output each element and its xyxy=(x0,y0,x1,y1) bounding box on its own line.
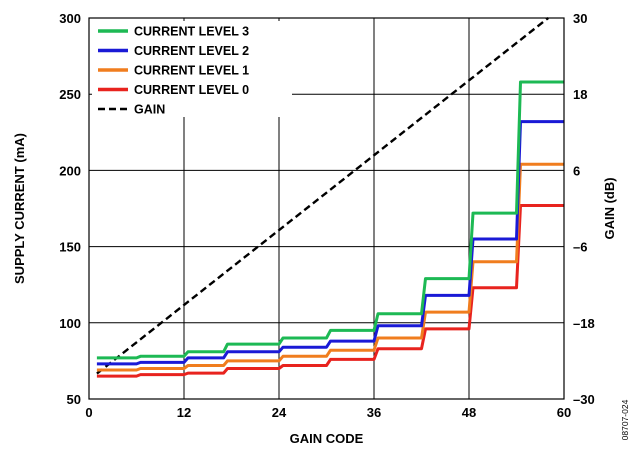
y-tick-label: 50 xyxy=(67,392,81,407)
x-axis-title: GAIN CODE xyxy=(290,431,364,446)
figure-id: 08707-024 xyxy=(620,399,630,440)
series-line-current-level-1 xyxy=(96,162,564,372)
series-line-current-level-2 xyxy=(96,120,564,366)
series-line-current-level-0 xyxy=(96,204,564,378)
y-tick-label: 250 xyxy=(59,87,81,102)
legend-label: CURRENT LEVEL 3 xyxy=(134,25,249,39)
y2-axis-title: GAIN (dB) xyxy=(602,177,617,239)
y-tick-label: 100 xyxy=(59,316,81,331)
legend-label: CURRENT LEVEL 2 xyxy=(134,44,249,58)
y2-tick-label: –30 xyxy=(573,392,595,407)
x-tick-label: 12 xyxy=(177,405,191,420)
x-tick-label: 24 xyxy=(272,405,287,420)
y2-tick-label: 30 xyxy=(573,11,587,26)
x-tick-label: 0 xyxy=(85,405,92,420)
x-tick-label: 36 xyxy=(367,405,381,420)
legend-label: CURRENT LEVEL 1 xyxy=(134,64,249,78)
x-tick-labels: 0 12 24 36 48 60 xyxy=(85,405,571,420)
y-axis-title: SUPPLY CURRENT (mA) xyxy=(12,133,27,284)
legend: CURRENT LEVEL 3 CURRENT LEVEL 2 CURRENT LE… xyxy=(92,21,292,117)
y-tick-label: 200 xyxy=(59,163,81,178)
y2-tick-label: 18 xyxy=(573,87,587,102)
legend-label: GAIN xyxy=(134,103,165,117)
series-line-current-level-3 xyxy=(96,80,564,360)
y-tick-labels: 50 100 150 200 250 300 xyxy=(59,11,81,407)
y-tick-label: 150 xyxy=(59,240,81,255)
series-line-gain xyxy=(96,17,549,375)
y-tick-label: 300 xyxy=(59,11,81,26)
y2-tick-label: –18 xyxy=(573,316,595,331)
x-tick-label: 60 xyxy=(557,405,571,420)
y2-tick-label: –6 xyxy=(573,240,587,255)
series-lines xyxy=(96,17,564,378)
legend-label: CURRENT LEVEL 0 xyxy=(134,83,249,97)
plot-frame xyxy=(88,17,565,400)
y2-tick-labels: –30 –18 –6 6 18 30 xyxy=(573,11,595,407)
y2-tick-label: 6 xyxy=(573,163,580,178)
x-tick-label: 48 xyxy=(462,405,476,420)
